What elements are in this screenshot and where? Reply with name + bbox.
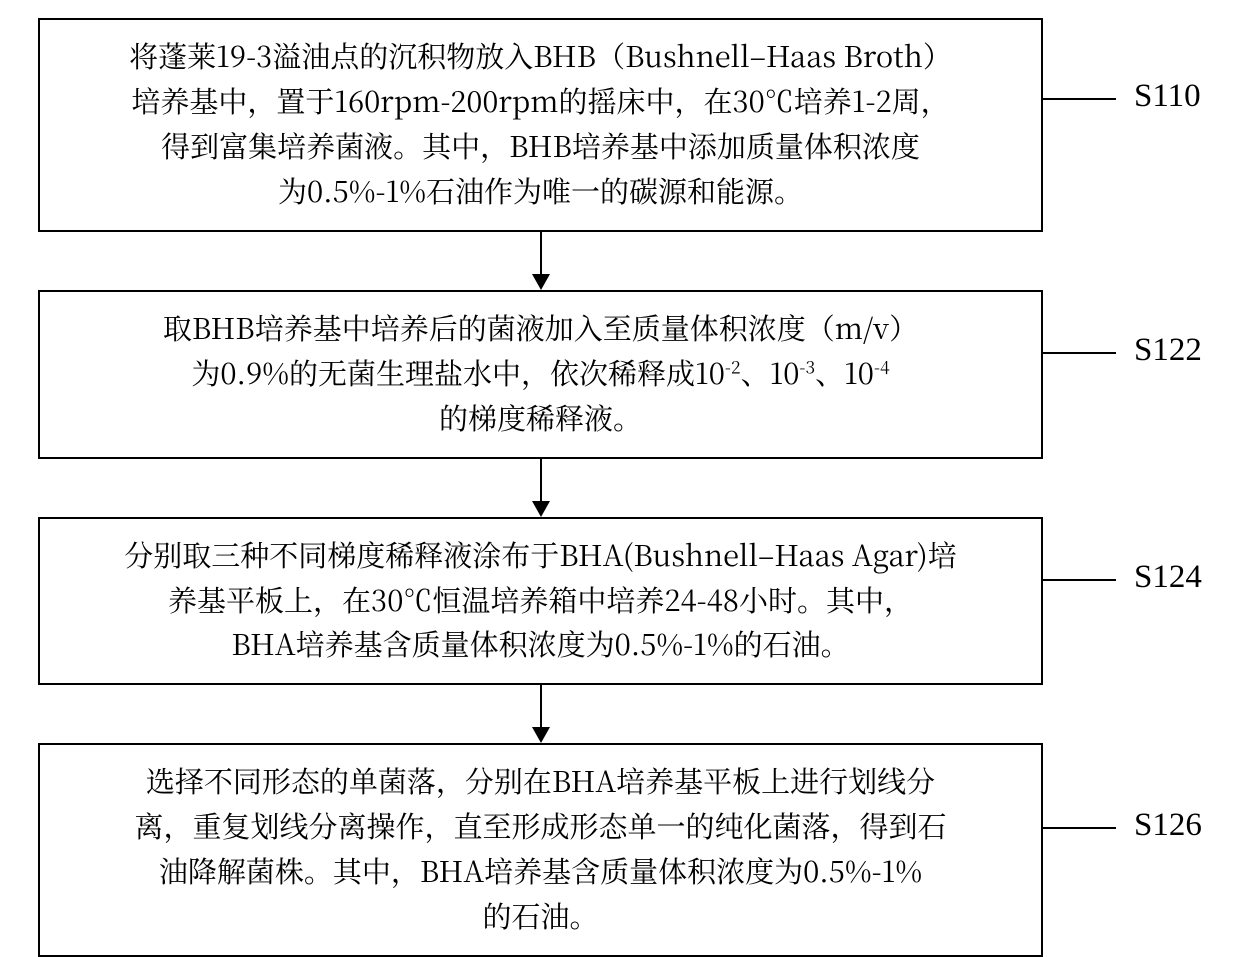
step-text-line: 选择不同形态的单菌落，分别在BHA培养基平板上进行划线分 [146,759,935,804]
flowchart-container: 将蓬莱19-3溢油点的沉积物放入BHB（Bushnell–Haas Broth）… [38,18,1202,957]
step-text-line: 油降解菌株。其中，BHA培养基含质量体积浓度为0.5%-1% [159,849,922,894]
step-text-line: BHA培养基含质量体积浓度为0.5%-1%的石油。 [231,622,849,667]
down-arrow-icon [532,232,550,290]
step-text-line: 取BHB培养基中培养后的菌液加入至质量体积浓度（m/v） [163,306,918,351]
step-text-line: 的石油。 [482,894,598,939]
arrow-connector [38,459,1043,517]
arrow-connector [38,685,1043,743]
arrow-connector [38,232,1043,290]
step-tag: S126 [1134,807,1202,844]
step-text-line: 得到富集培养菌液。其中，BHB培养基中添加质量体积浓度 [161,124,920,169]
step-text-line: 为0.5%-1%石油作为唯一的碳源和能源。 [278,169,803,214]
step-tag: S122 [1134,332,1202,369]
step-text-line: 培养基中，置于160rpm-200rpm的摇床中，在30℃培养1-2周， [131,79,949,124]
callout-leader [1043,827,1116,829]
down-arrow-icon [532,685,550,743]
step-text-line: 离，重复划线分离操作，直至形成形态单一的纯化菌落，得到石 [134,804,946,849]
step-text-line: 分别取三种不同梯度稀释液涂布于BHA(Bushnell–Haas Agar)培 [124,533,956,578]
step-text-line: 为0.9%的无菌生理盐水中，依次稀释成10-2、10-3、10-4 [191,351,889,396]
flow-step-s110: 将蓬莱19-3溢油点的沉积物放入BHB（Bushnell–Haas Broth）… [38,18,1043,232]
flow-step-s124: 分别取三种不同梯度稀释液涂布于BHA(Bushnell–Haas Agar)培 … [38,517,1043,686]
callout-leader [1043,579,1116,581]
callout-leader [1043,98,1116,100]
step-tag: S110 [1134,78,1201,115]
step-text-line: 的梯度稀释液。 [439,396,642,441]
flow-step-s122: 取BHB培养基中培养后的菌液加入至质量体积浓度（m/v） 为0.9%的无菌生理盐… [38,290,1043,459]
down-arrow-icon [532,459,550,517]
step-text-line: 将蓬莱19-3溢油点的沉积物放入BHB（Bushnell–Haas Broth） [129,34,952,79]
step-text-line: 养基平板上，在30℃恒温培养箱中培养24-48小时。其中， [168,578,913,623]
flow-step-s126: 选择不同形态的单菌落，分别在BHA培养基平板上进行划线分 离，重复划线分离操作，… [38,743,1043,957]
step-tag: S124 [1134,559,1202,596]
callout-leader [1043,352,1116,354]
